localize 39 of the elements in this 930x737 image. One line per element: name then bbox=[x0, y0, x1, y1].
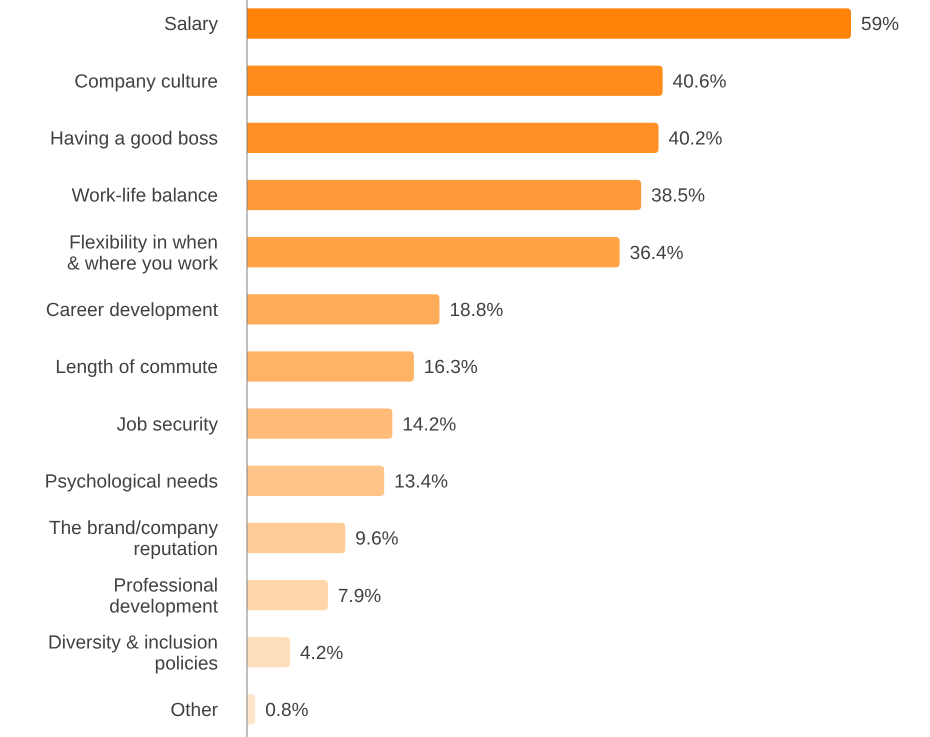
y-tick-label: Diversity & inclusion policies bbox=[48, 632, 218, 674]
y-tick-label: Having a good boss bbox=[50, 128, 218, 150]
data-label: 36.4% bbox=[630, 242, 684, 264]
data-label: 14.2% bbox=[402, 414, 456, 436]
data-label: 9.6% bbox=[355, 528, 399, 550]
y-tick-label: The brand/company reputation bbox=[49, 518, 218, 560]
bar bbox=[247, 466, 384, 496]
bar bbox=[247, 66, 663, 96]
y-tick-label: Psychological needs bbox=[44, 471, 218, 492]
data-label: 18.8% bbox=[449, 300, 504, 321]
y-tick-label: Flexibility in when & where you work bbox=[66, 232, 218, 274]
bar bbox=[247, 237, 620, 268]
bar bbox=[247, 351, 414, 382]
bar bbox=[247, 694, 256, 725]
bar bbox=[247, 294, 440, 324]
data-label: 40.6% bbox=[672, 71, 727, 92]
y-tick-label: Company culture bbox=[74, 71, 218, 92]
y-tick-label: Job security bbox=[116, 414, 218, 436]
y-tick-label: Professional development bbox=[109, 575, 219, 618]
data-label: 0.8% bbox=[265, 700, 309, 722]
y-tick-label: Length of commute bbox=[55, 357, 218, 378]
bar bbox=[247, 580, 328, 610]
data-label: 4.2% bbox=[300, 642, 344, 664]
bar bbox=[247, 122, 659, 154]
y-tick-label: Salary bbox=[164, 14, 218, 36]
bar bbox=[247, 408, 392, 439]
data-label: 38.5% bbox=[651, 186, 706, 207]
y-tick-label: Other bbox=[170, 700, 219, 722]
bar bbox=[247, 637, 290, 668]
bar bbox=[247, 522, 346, 554]
y-tick-label: Career development bbox=[46, 300, 219, 321]
data-label: 40.2% bbox=[668, 128, 723, 150]
data-label: 7.9% bbox=[338, 586, 382, 607]
data-label: 59% bbox=[861, 14, 900, 36]
bar bbox=[247, 8, 851, 39]
bar bbox=[247, 180, 642, 210]
data-label: 16.3% bbox=[424, 357, 478, 378]
y-tick-label: Work-life balance bbox=[72, 186, 218, 207]
data-label: 13.4% bbox=[394, 471, 448, 492]
